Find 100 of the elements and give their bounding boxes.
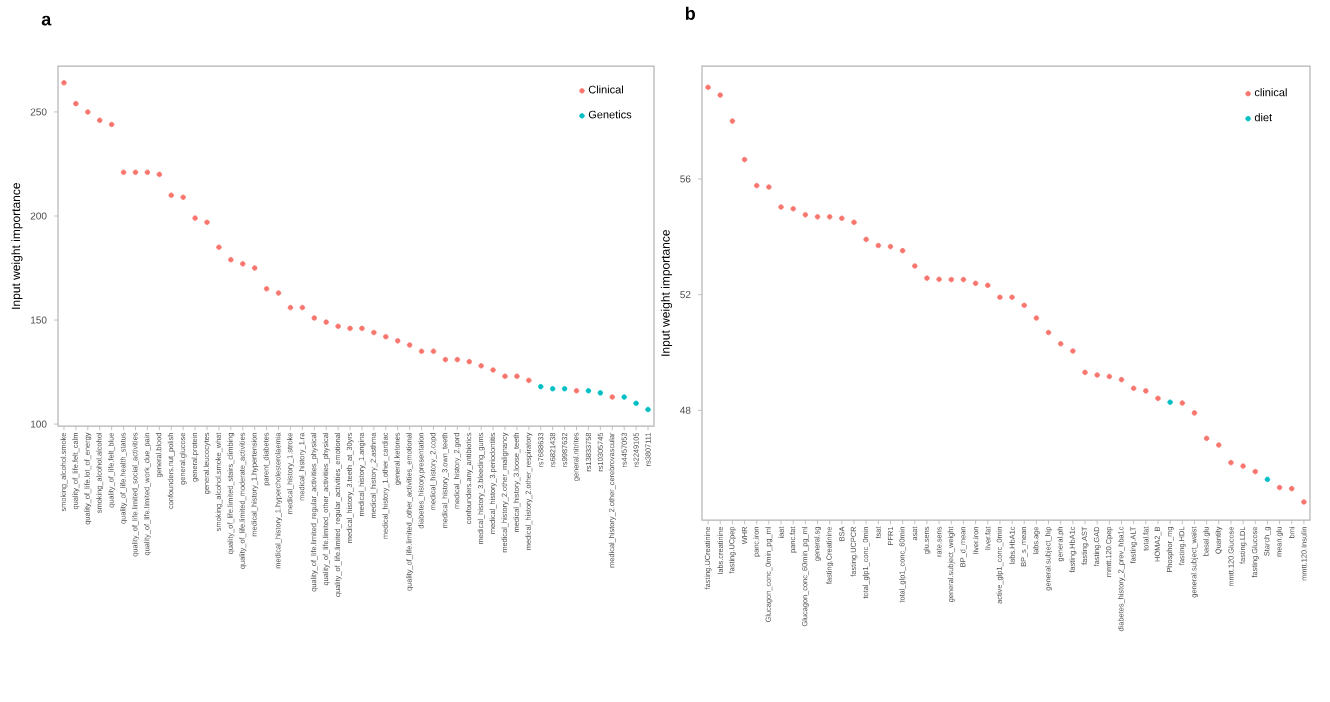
point: [418, 348, 425, 354]
point: [287, 304, 294, 311]
point: [1094, 372, 1100, 378]
point: [839, 215, 845, 221]
point: [948, 276, 954, 283]
point: [985, 282, 991, 288]
point: [597, 390, 604, 396]
point: [263, 286, 270, 292]
point: [120, 169, 127, 175]
point: [778, 204, 784, 210]
point: [1191, 410, 1198, 416]
point: [875, 242, 882, 249]
point: [132, 169, 139, 175]
point: [1252, 468, 1258, 475]
point: [1082, 369, 1088, 376]
point: [514, 373, 520, 379]
chart-title: b: [685, 6, 696, 20]
point: [754, 182, 760, 189]
point: [442, 356, 449, 363]
point: [1070, 348, 1076, 354]
point: [192, 215, 198, 221]
point: [526, 377, 532, 384]
point: [168, 192, 174, 198]
point: [61, 80, 67, 86]
point: [204, 219, 210, 225]
point: [1167, 399, 1173, 405]
point: [1228, 459, 1234, 466]
point: [741, 156, 748, 163]
point: [997, 294, 1003, 300]
point: [1143, 388, 1149, 394]
point: [323, 319, 329, 325]
point: [585, 388, 592, 394]
point: [1155, 395, 1161, 402]
point: [406, 342, 413, 348]
point: [790, 205, 796, 212]
point: [924, 275, 930, 281]
point: [275, 290, 282, 296]
point: [561, 385, 568, 392]
point: [802, 212, 809, 218]
point: [1179, 400, 1185, 406]
point: [573, 388, 580, 394]
point: [717, 92, 723, 98]
point: [240, 261, 246, 267]
point: [347, 325, 353, 331]
point: [395, 338, 401, 344]
point: [645, 406, 651, 413]
point: [1240, 463, 1246, 469]
point: [887, 243, 894, 250]
point: [228, 256, 234, 263]
point: [851, 219, 857, 225]
point: [633, 400, 639, 406]
point: [1021, 302, 1027, 308]
point: [156, 171, 163, 178]
point: [478, 363, 484, 369]
point: [1264, 476, 1271, 483]
point: [863, 236, 869, 243]
point: [1118, 376, 1125, 383]
point: [766, 184, 772, 190]
point: [899, 247, 906, 254]
point: [1301, 499, 1307, 505]
point: [1203, 435, 1210, 441]
point: [609, 394, 615, 400]
point: [490, 367, 496, 373]
point: [85, 109, 91, 115]
point: [299, 304, 306, 311]
point: [814, 214, 821, 220]
point: [1058, 341, 1064, 347]
point: [1216, 442, 1222, 448]
point: [108, 121, 115, 128]
point: [180, 194, 186, 200]
point: [1276, 484, 1283, 491]
point: [359, 325, 365, 331]
point: [383, 333, 389, 340]
point: [371, 329, 377, 336]
point: [430, 348, 437, 354]
point: [1106, 373, 1113, 380]
point: [1009, 294, 1015, 300]
point: [705, 84, 711, 90]
point: [1130, 385, 1137, 391]
chart-title: a: [41, 15, 52, 26]
point: [912, 263, 918, 269]
point: [466, 358, 472, 365]
point: [73, 100, 79, 107]
point: [621, 394, 627, 400]
point: [538, 383, 544, 390]
point: [972, 280, 979, 286]
point: [216, 244, 222, 250]
point: [454, 356, 461, 363]
point: [729, 118, 736, 124]
point: [502, 373, 508, 379]
point: [960, 276, 967, 283]
point: [335, 323, 341, 329]
point: [826, 214, 833, 220]
point: [311, 315, 317, 321]
point: [251, 265, 258, 271]
point: [97, 117, 103, 123]
point: [1045, 329, 1052, 336]
point: [144, 169, 151, 175]
point: [936, 276, 942, 282]
point: [1289, 485, 1295, 492]
